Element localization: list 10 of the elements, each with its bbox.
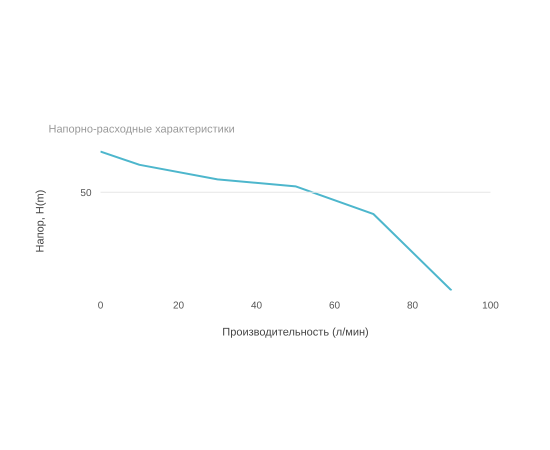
- x-tick-label: 40: [250, 300, 262, 312]
- x-tick-label: 60: [328, 300, 340, 312]
- x-tick-label: 20: [172, 300, 184, 312]
- x-tick-label: 80: [406, 300, 418, 312]
- x-tick-label: 0: [98, 300, 104, 312]
- x-axis-title: Производительность (л/мин): [222, 326, 369, 338]
- annotation: 50: [80, 188, 92, 199]
- y-axis-title: Напор, H(m): [34, 190, 46, 252]
- x-tick-label: 100: [482, 300, 500, 312]
- chart-title: Напорно-расходные характеристики: [48, 124, 235, 136]
